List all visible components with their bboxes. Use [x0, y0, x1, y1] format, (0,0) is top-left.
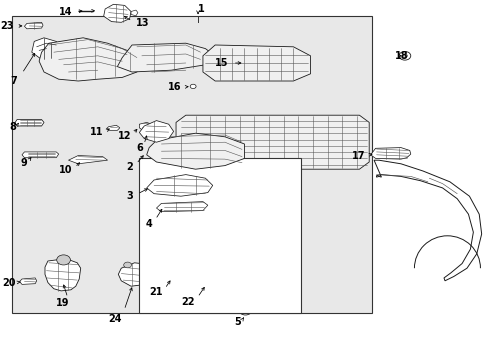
Circle shape — [402, 54, 407, 58]
Polygon shape — [24, 22, 43, 29]
Polygon shape — [117, 43, 215, 72]
Polygon shape — [118, 263, 157, 286]
Circle shape — [398, 51, 410, 60]
Text: 18: 18 — [394, 51, 408, 61]
Polygon shape — [68, 156, 107, 164]
Polygon shape — [45, 260, 81, 291]
Text: 20: 20 — [2, 278, 16, 288]
Text: 10: 10 — [59, 165, 72, 175]
Text: 8: 8 — [9, 122, 16, 132]
Polygon shape — [139, 121, 173, 142]
Text: 7: 7 — [10, 76, 17, 86]
Polygon shape — [39, 38, 142, 81]
Text: 23: 23 — [0, 21, 14, 31]
Circle shape — [190, 84, 196, 89]
Circle shape — [243, 309, 247, 312]
Polygon shape — [176, 115, 368, 169]
Polygon shape — [200, 267, 214, 298]
Polygon shape — [203, 45, 310, 81]
Text: 22: 22 — [181, 297, 194, 307]
Polygon shape — [373, 160, 481, 281]
Polygon shape — [370, 148, 410, 159]
Text: 6: 6 — [136, 143, 142, 153]
Polygon shape — [32, 38, 61, 61]
Polygon shape — [146, 175, 212, 196]
Text: 11: 11 — [90, 127, 103, 137]
Text: 4: 4 — [145, 219, 152, 229]
Text: 15: 15 — [215, 58, 228, 68]
Text: 5: 5 — [233, 317, 240, 327]
Text: 1: 1 — [198, 4, 204, 14]
Text: 9: 9 — [20, 158, 27, 168]
Text: 13: 13 — [136, 18, 149, 28]
Polygon shape — [131, 10, 138, 16]
Text: 16: 16 — [168, 82, 182, 92]
Bar — [139, 158, 300, 313]
Polygon shape — [156, 202, 207, 212]
Text: 2: 2 — [126, 162, 133, 172]
Polygon shape — [146, 133, 244, 169]
Polygon shape — [162, 266, 188, 280]
Text: 21: 21 — [148, 287, 162, 297]
Text: 14: 14 — [59, 6, 72, 17]
Circle shape — [239, 306, 251, 315]
Circle shape — [123, 262, 131, 268]
Text: 3: 3 — [126, 191, 133, 201]
Text: 24: 24 — [107, 314, 121, 324]
Text: 12: 12 — [117, 131, 131, 141]
Polygon shape — [106, 125, 120, 130]
Polygon shape — [103, 4, 131, 22]
Text: 17: 17 — [351, 150, 365, 161]
Polygon shape — [20, 278, 37, 284]
Circle shape — [164, 265, 171, 270]
Polygon shape — [22, 152, 59, 158]
Text: 19: 19 — [56, 298, 69, 308]
Polygon shape — [139, 122, 152, 130]
Bar — [12, 16, 371, 313]
Polygon shape — [15, 120, 44, 126]
Circle shape — [57, 255, 70, 265]
